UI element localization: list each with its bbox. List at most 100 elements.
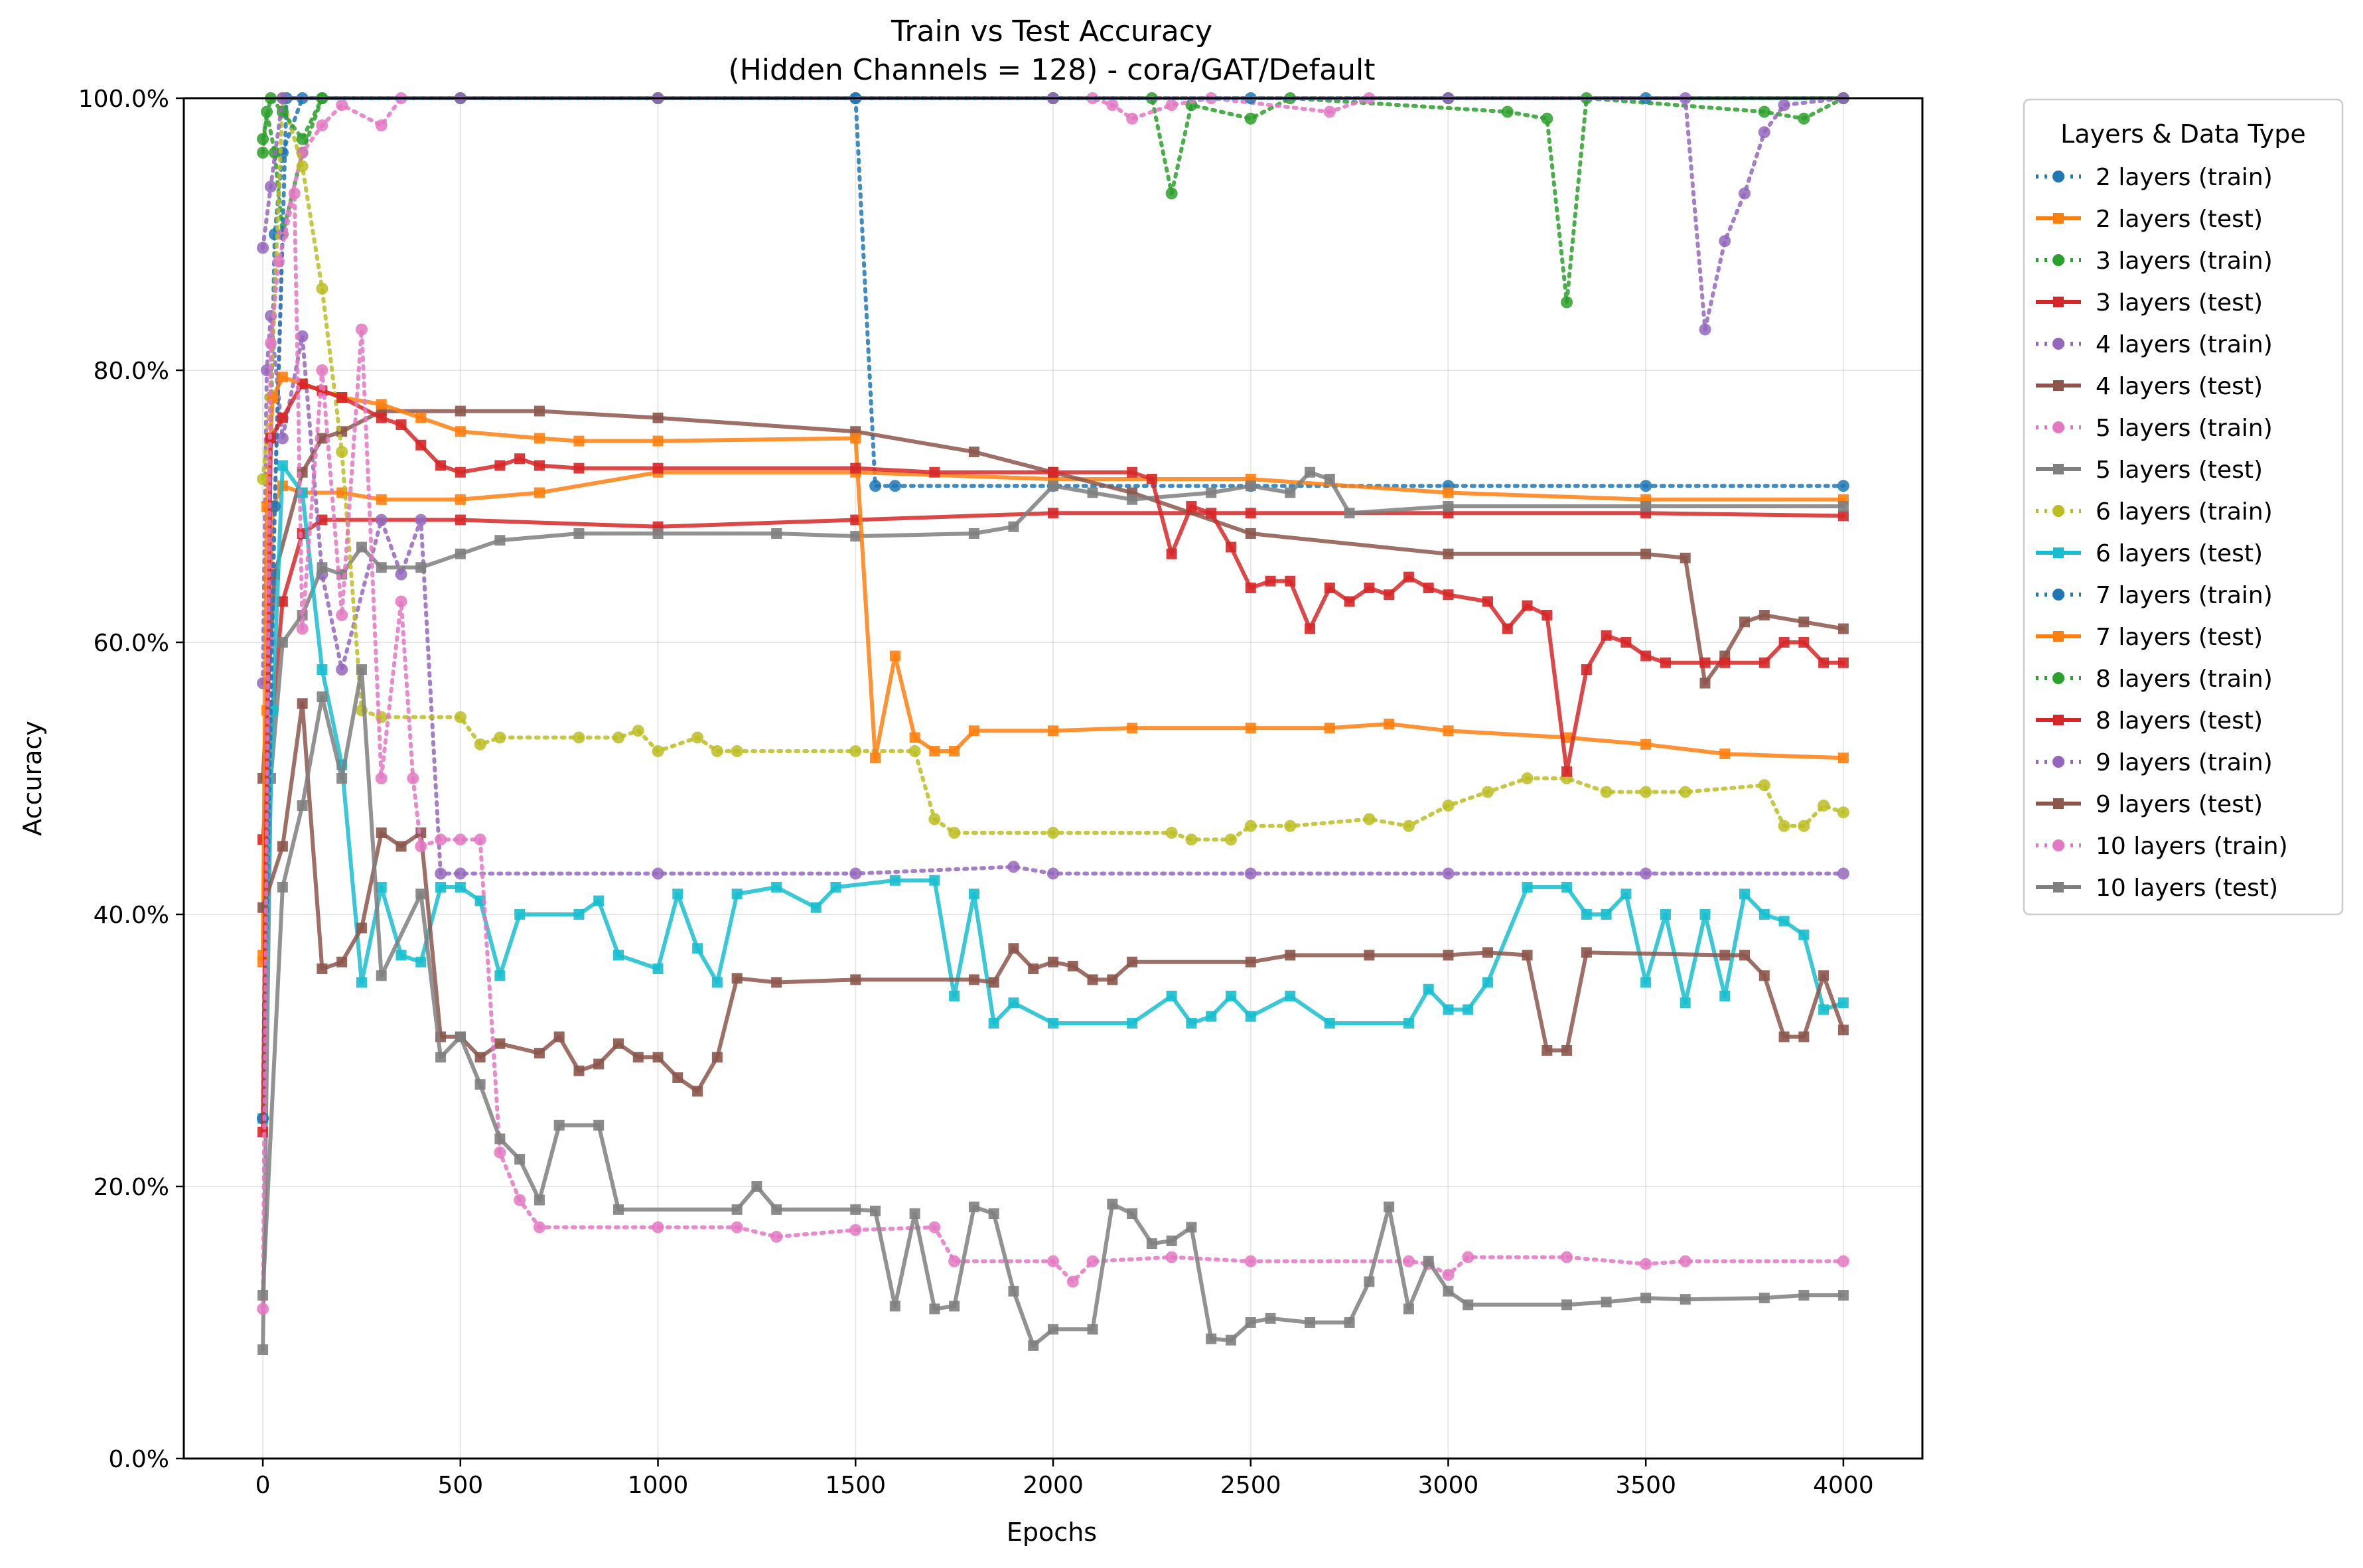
data-point	[277, 882, 288, 892]
data-point	[1739, 187, 1751, 200]
data-point	[889, 875, 900, 886]
data-point	[1660, 909, 1671, 920]
legend-item: 3 layers (test)	[2036, 289, 2263, 317]
data-point	[593, 895, 605, 906]
data-point	[1285, 991, 1296, 1001]
data-point	[455, 405, 466, 417]
series-9	[257, 92, 1849, 846]
data-point	[553, 1119, 565, 1131]
data-point	[652, 1221, 664, 1234]
data-point	[1837, 1290, 1849, 1301]
data-point	[1561, 296, 1573, 309]
data-point	[1640, 480, 1652, 492]
data-point	[889, 480, 901, 492]
data-point	[454, 711, 466, 723]
data-point	[672, 889, 683, 900]
data-point	[1798, 637, 1810, 648]
data-point	[272, 255, 285, 267]
data-point	[1561, 1251, 1573, 1263]
data-point	[1640, 650, 1652, 662]
data-point	[1225, 541, 1236, 553]
data-point	[1601, 630, 1612, 641]
data-point	[1640, 548, 1652, 559]
data-point	[850, 531, 861, 542]
data-point	[1028, 963, 1039, 974]
data-point	[1541, 112, 1553, 125]
data-point	[1463, 1004, 1474, 1015]
data-point	[494, 731, 506, 744]
data-point	[1837, 752, 1849, 764]
data-point	[1719, 748, 1731, 760]
data-point	[1127, 466, 1138, 478]
data-point	[1442, 800, 1455, 812]
data-point	[277, 460, 288, 471]
legend-marker	[2052, 505, 2064, 517]
data-point	[1501, 106, 1514, 118]
legend-label: 9 layers (test)	[2096, 791, 2263, 818]
data-point	[672, 1072, 683, 1083]
data-point	[1739, 950, 1751, 961]
data-point	[1423, 1255, 1434, 1267]
data-point	[1818, 1004, 1829, 1015]
data-point	[1482, 977, 1493, 988]
data-point	[1561, 882, 1573, 892]
data-point	[908, 745, 921, 757]
data-point	[1244, 820, 1257, 832]
legend-label: 3 layers (test)	[2096, 289, 2263, 317]
data-point	[870, 1205, 881, 1216]
data-point	[909, 732, 920, 743]
legend-marker	[2053, 882, 2064, 892]
y-axis: 0.0% 20.0% 40.0% 60.0% 80.0% 100.0%	[78, 86, 184, 1473]
data-point	[771, 528, 782, 539]
data-point	[1165, 187, 1178, 200]
data-point	[1047, 827, 1059, 839]
data-point	[1066, 1275, 1079, 1288]
data-point	[1324, 723, 1335, 734]
series-line	[261, 668, 1845, 1348]
legend-item: 6 layers (train)	[2036, 498, 2273, 526]
data-point	[1620, 637, 1632, 648]
data-point	[593, 1058, 605, 1070]
data-point	[1224, 833, 1237, 846]
data-point	[336, 609, 348, 621]
data-point	[1245, 723, 1256, 734]
data-point	[751, 1181, 762, 1192]
data-point	[435, 460, 447, 471]
data-point	[297, 698, 308, 709]
data-point	[850, 433, 861, 444]
data-point	[968, 725, 979, 737]
data-point	[1522, 882, 1533, 892]
data-point	[455, 514, 466, 526]
data-point	[415, 840, 427, 853]
data-point	[731, 1221, 743, 1234]
data-point	[1364, 583, 1375, 593]
data-point	[1521, 772, 1534, 784]
data-point	[573, 731, 585, 744]
data-point	[949, 746, 960, 756]
data-point	[265, 337, 277, 349]
data-point	[1482, 947, 1493, 958]
data-point	[1443, 589, 1454, 601]
data-point	[494, 535, 506, 546]
data-point	[1699, 323, 1711, 336]
data-point	[870, 752, 881, 764]
data-point	[1640, 977, 1652, 988]
data-point	[1699, 909, 1711, 920]
data-point	[1324, 1018, 1335, 1029]
legend-label: 4 layers (test)	[2096, 373, 2263, 400]
legend-item: 8 layers (train)	[2036, 666, 2273, 693]
data-point	[474, 1052, 486, 1063]
data-point	[1185, 833, 1198, 846]
data-point	[1443, 487, 1454, 498]
data-point	[1541, 610, 1553, 620]
data-point	[1048, 956, 1058, 967]
data-point	[968, 974, 979, 985]
data-point	[949, 991, 960, 1001]
legend-marker	[2052, 171, 2064, 182]
data-point	[316, 364, 328, 376]
x-tick-label: 3500	[1615, 1472, 1676, 1499]
data-point	[1244, 1255, 1257, 1267]
data-point	[1679, 1255, 1691, 1267]
data-point	[474, 738, 486, 750]
data-point	[1285, 575, 1296, 587]
